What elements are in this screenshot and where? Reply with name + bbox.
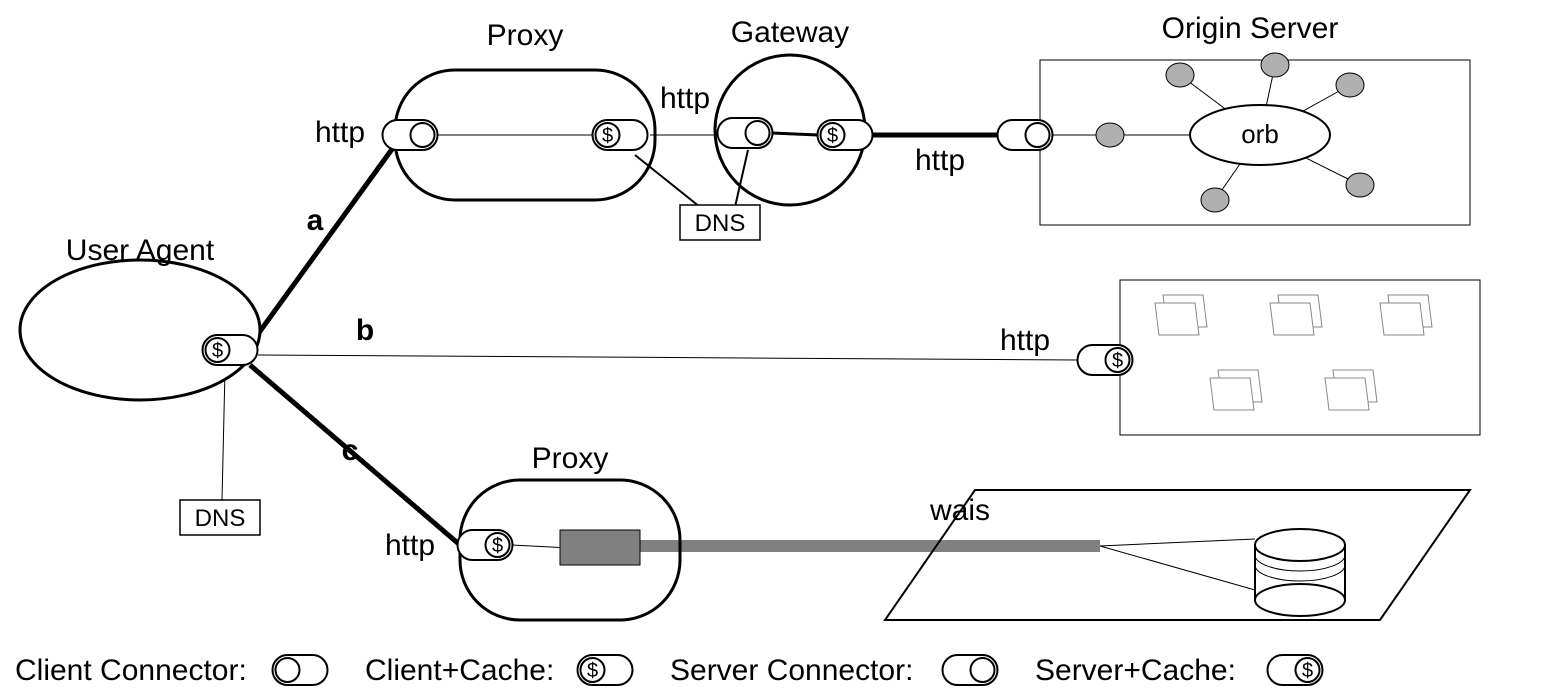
orb-label: orb xyxy=(1241,119,1279,149)
proxy-bottom-label: Proxy xyxy=(532,442,609,475)
path-b-label: b xyxy=(356,314,374,347)
edge-wais xyxy=(640,540,1100,552)
files-in-connector: $ xyxy=(1078,345,1133,375)
svg-text:$: $ xyxy=(492,535,503,557)
legend-client-cache-label: Client+Cache: xyxy=(365,654,554,687)
svg-text:$: $ xyxy=(602,125,613,147)
orb-node-2 xyxy=(1261,53,1289,77)
orb-node-5 xyxy=(1201,188,1229,212)
proxy-top-in-connector xyxy=(383,120,438,150)
http-gw-label: http xyxy=(660,82,710,115)
path-a-label: a xyxy=(307,204,324,237)
proxy-bottom-in-connector: $ xyxy=(458,530,513,560)
svg-text:$: $ xyxy=(1302,660,1313,682)
dns2-label: DNS xyxy=(195,505,246,532)
proxy-top-out-connector: $ xyxy=(593,120,648,150)
gateway-in-connector xyxy=(718,118,773,148)
path-c-label: c xyxy=(342,434,359,467)
wais-label: wais xyxy=(929,494,990,527)
user-agent-label: User Agent xyxy=(66,234,215,267)
orb-node-1 xyxy=(1166,63,1194,87)
svg-text:$: $ xyxy=(587,660,598,682)
http-c-label: http xyxy=(385,529,435,562)
orb-node-4 xyxy=(1346,173,1374,197)
ua-connector: $ xyxy=(203,335,258,365)
http-os-label: http xyxy=(915,144,965,177)
legend-server-connector-icon xyxy=(943,655,998,685)
proxy-bottom-wais-box xyxy=(560,530,640,565)
http-b-label: http xyxy=(1000,324,1050,357)
origin-server-label: Origin Server xyxy=(1162,12,1339,45)
orb-node-3 xyxy=(1336,73,1364,97)
dns1-label: DNS xyxy=(695,210,746,237)
legend-server-cache-icon: $ xyxy=(1268,655,1323,685)
svg-text:$: $ xyxy=(827,125,838,147)
gateway-out-connector: $ xyxy=(818,120,873,150)
gateway-internal-edge xyxy=(772,133,818,135)
legend-server-connector-label: Server Connector: xyxy=(670,654,913,687)
user-agent-node xyxy=(20,260,260,400)
origin-in-connector xyxy=(998,120,1053,150)
legend-client-cache-icon: $ xyxy=(578,655,633,685)
legend-server-cache-label: Server+Cache: xyxy=(1035,654,1236,687)
legend-client-connector-icon xyxy=(273,655,328,685)
orb-node-0 xyxy=(1096,123,1124,147)
legend-client-connector-label: Client Connector: xyxy=(15,654,247,687)
gateway-label: Gateway xyxy=(731,16,849,49)
proxy-top-label: Proxy xyxy=(487,19,564,52)
http-a-label: http xyxy=(315,116,365,149)
svg-text:$: $ xyxy=(1112,350,1123,372)
svg-text:$: $ xyxy=(212,340,223,362)
